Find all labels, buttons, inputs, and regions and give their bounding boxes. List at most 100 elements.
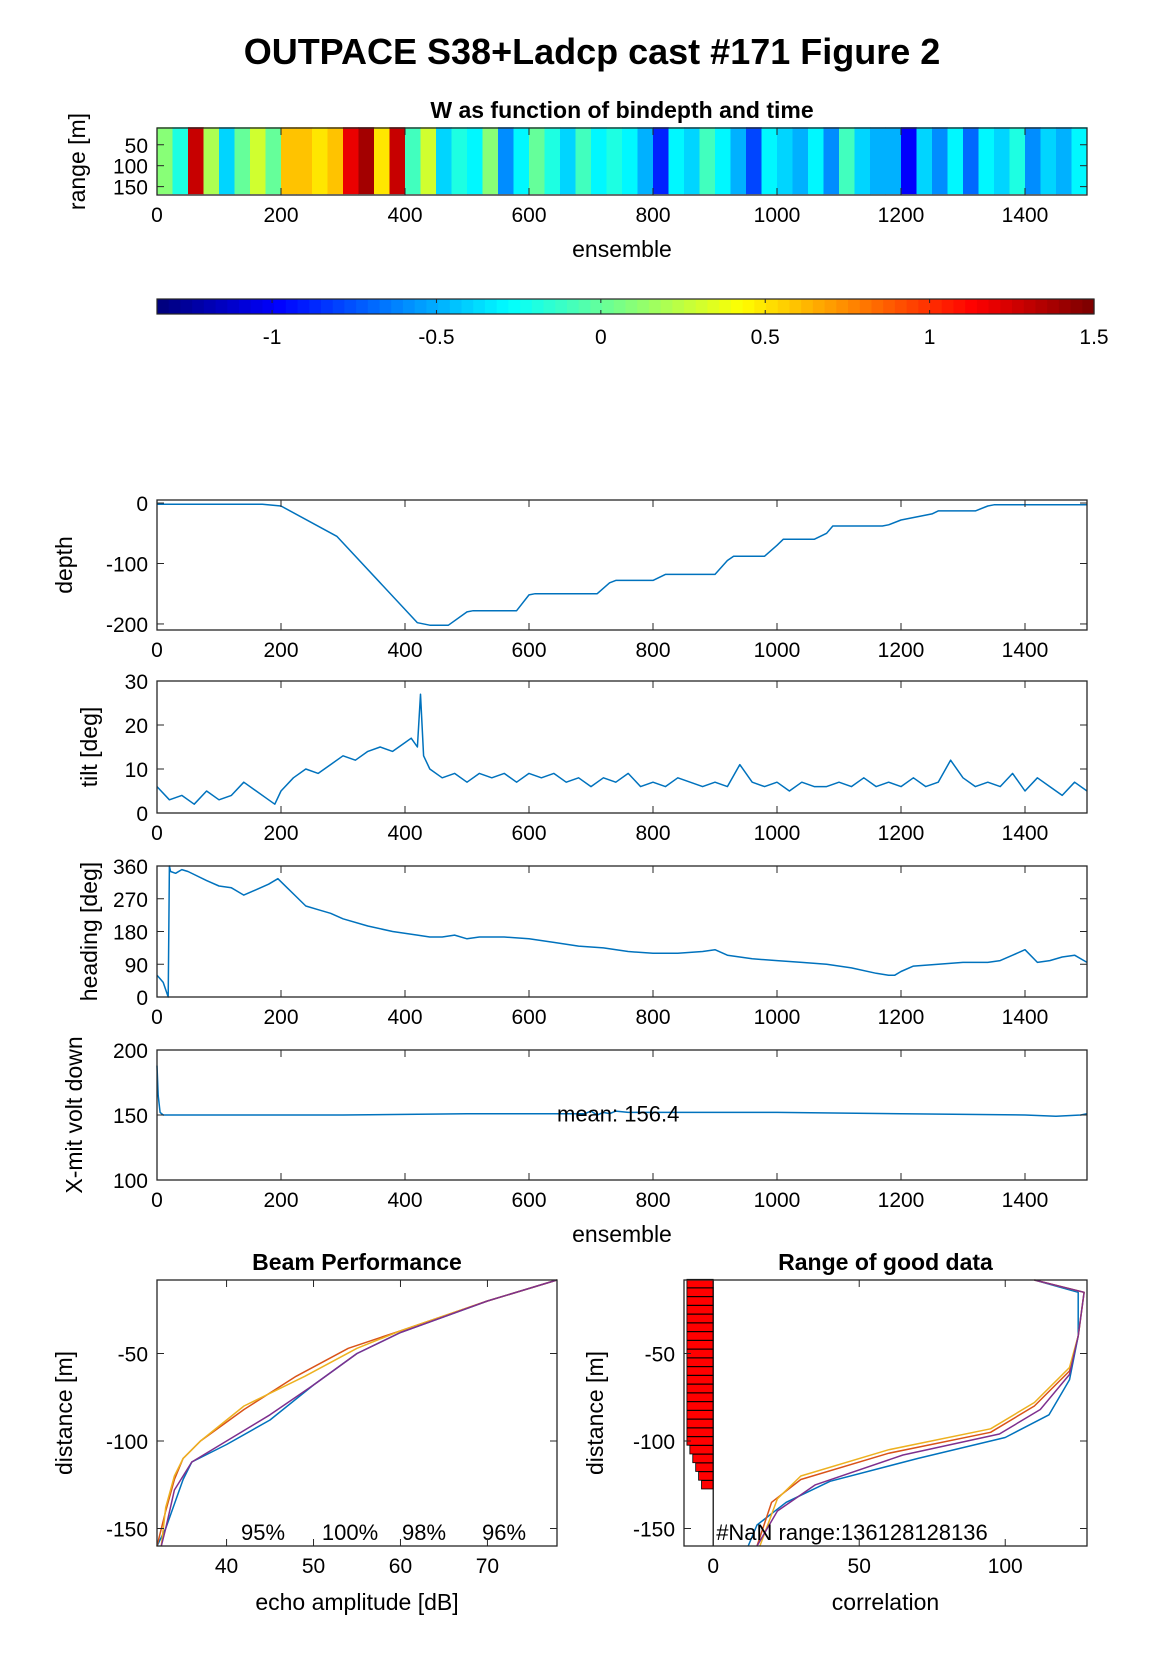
x-tick-label: 50 [848,1555,871,1578]
heatmap-cell [591,127,607,195]
colorbar-cell [742,299,755,314]
colorbar-cell [473,299,486,314]
colorbar-cell [250,299,264,314]
x-tick-label: 0 [151,639,163,662]
colorbar-cell [461,299,474,314]
heatmap-cell [932,127,948,195]
nan-bar [686,1357,714,1367]
x-tick-label: 400 [387,1189,422,1212]
colorbar-cell [1035,299,1048,314]
colorbar-cell [496,299,509,314]
heatmap-cell [250,127,266,195]
y-tick-label: -200 [106,614,148,637]
colorbar-cell [695,299,709,314]
y-tick-label: 180 [113,922,148,945]
y-tick-label: 20 [125,715,148,738]
x-tick-label: 400 [387,639,422,662]
plot-depth: 0 200 400 600 800 1000 1200 1400 0 -100 -200 depth [51,493,1088,662]
heatmap-cell [529,127,545,195]
colorbar-frame [156,298,1095,315]
heatmap-cell [575,127,592,195]
colorbar-cell [1012,299,1025,314]
nan-bar [698,1471,714,1481]
heatmap-cell [157,127,173,195]
colorbar-cell [976,299,990,314]
axes-frame [683,1279,1088,1547]
heatmap-cell [188,127,204,195]
colorbar-cell [449,299,463,314]
colorbar-cell [332,299,345,314]
x-tick-label: 0 [707,1555,719,1578]
heatmap-cell [963,127,979,195]
heatmap-cell [994,127,1010,195]
nan-bar [686,1305,714,1315]
heatmap-cell [451,127,468,195]
heatmap-cell [1056,127,1072,195]
nan-bar [686,1418,714,1429]
heatmap-cell [978,127,995,195]
nan-bar [686,1287,714,1297]
colorbar-cell [613,299,627,314]
y-tick-label: 30 [125,671,148,694]
plot-heading: 0 200 400 600 800 1000 1200 1400 0 90 180 270 360 hea… [76,856,1088,1029]
axes-frame [156,499,1088,631]
plot-tilt: 0 200 400 600 800 1000 1200 1400 0 10 20 30 tilt [de… [76,671,1088,845]
heatmap-cell [296,127,313,195]
colorbar-cell [789,299,802,314]
colorbar-cell [379,299,392,314]
x-tick-label: 1000 [754,204,801,227]
heatmap-cell [870,127,886,195]
colorbar-cell [965,299,978,314]
heatmap-cell [219,127,235,195]
colorbar-cell [555,299,568,314]
heatmap-cell [885,127,902,195]
plot-area [157,500,1087,630]
series-line-heading [156,865,1088,998]
plot-area [157,866,1087,997]
nan-bar [695,1462,714,1472]
x-tick-label: 1200 [878,1189,925,1212]
y-tick-label: 150 [113,177,148,200]
heatmap-cell [203,127,220,195]
x-tick-label: 800 [635,204,670,227]
plot-area [157,681,1087,813]
colorbar-cell [1023,299,1037,314]
colorbar-cell [285,299,299,314]
x-axis-label: ensemble [572,1221,672,1247]
colorbar-cell [766,299,779,314]
x-tick-label: 1200 [878,1006,925,1029]
heatmap-cell [684,127,700,195]
x-tick-label: 200 [263,1189,298,1212]
colorbar-cell [754,299,767,314]
y-tick-label: -50 [645,1344,675,1367]
nan-bar [686,1401,714,1411]
axes-frame [156,1279,558,1547]
colorbar-tick-label: 0.5 [751,326,780,349]
y-tick-label: 200 [113,1040,148,1063]
series-line-tilt [156,693,1088,805]
heatmap-cell [1025,127,1041,195]
x-tick-label: 1400 [1002,639,1049,662]
colorbar-cell [672,299,685,314]
beam-percent-label: 95% [241,1520,285,1545]
series-line-corr-1 [747,1279,1079,1547]
figure-title: OUTPACE S38+Ladcp cast #171 Figure 2 [244,31,941,72]
y-tick-label: -100 [106,553,148,576]
nan-bar [686,1340,714,1350]
heatmap-cell [343,127,359,195]
x-tick-label: 0 [151,1006,163,1029]
colorbar-cell [344,299,357,314]
colorbar-cell [238,299,252,314]
colorbar-cell [836,299,849,314]
nan-bar [701,1480,714,1490]
heatmap-cell [823,127,840,195]
x-tick-label: 600 [511,204,546,227]
y-tick-label: -150 [106,1519,148,1542]
colorbar-cell [988,299,1001,314]
mean-annotation: mean: 156.4 [557,1102,679,1127]
x-tick-label: 1200 [878,639,925,662]
colorbar-cell [941,299,955,314]
heatmap-cell [234,127,251,195]
